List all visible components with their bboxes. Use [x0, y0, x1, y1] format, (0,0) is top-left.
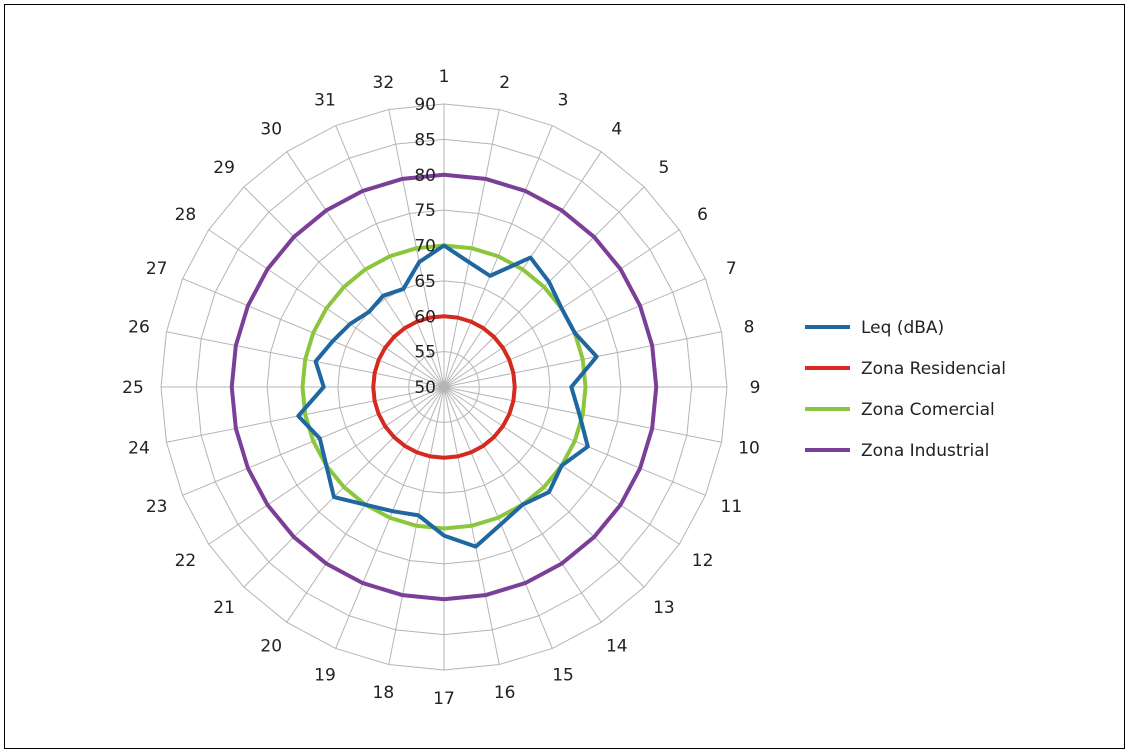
category-label-32: 32 [373, 73, 395, 93]
category-label-23: 23 [146, 497, 168, 517]
tick-label-60: 60 [414, 307, 436, 327]
category-label-13: 13 [653, 598, 675, 618]
tick-labels: 50 55 60 65 70 75 80 85 90 [414, 95, 436, 398]
series-leq-dba [296, 243, 599, 549]
category-label-25: 25 [122, 378, 144, 398]
category-label-31: 31 [314, 91, 336, 111]
category-label-6: 6 [697, 205, 708, 225]
category-label-27: 27 [146, 259, 168, 279]
category-label-21: 21 [213, 598, 235, 618]
tick-label-50: 50 [414, 378, 436, 398]
category-label-10: 10 [738, 439, 760, 459]
category-label-1: 1 [439, 67, 450, 87]
tick-label-65: 65 [414, 272, 436, 292]
category-labels: 1 234567891011121314151617181920212223242… [122, 67, 760, 709]
category-label-20: 20 [260, 637, 282, 657]
grid [160, 103, 728, 671]
category-label-29: 29 [213, 158, 235, 178]
legend-label-zona-residencial: Zona Residencial [861, 359, 1006, 379]
category-label-15: 15 [552, 665, 574, 685]
category-label-2: 2 [499, 73, 510, 93]
tick-label-90: 90 [414, 95, 436, 115]
category-label-30: 30 [260, 119, 282, 139]
tick-label-75: 75 [414, 201, 436, 221]
category-label-7: 7 [726, 259, 737, 279]
category-label-9: 9 [750, 378, 761, 398]
legend: Leq (dBA) Zona Residencial Zona Comercial Z… [805, 318, 1006, 461]
category-label-16: 16 [494, 683, 516, 703]
category-label-19: 19 [314, 665, 336, 685]
category-label-4: 4 [611, 119, 622, 139]
series-zona-industrial [229, 172, 659, 602]
category-label-11: 11 [721, 497, 743, 517]
chart-frame: 50 55 60 65 70 75 80 85 90 1 2 3 4 5 6 7 8 9 10 11 12 13 14 15… [4, 4, 1125, 749]
category-label-22: 22 [175, 551, 197, 571]
category-label-12: 12 [692, 551, 714, 571]
category-label-28: 28 [175, 205, 197, 225]
legend-label-leq-dba: Leq (dBA) [861, 318, 944, 338]
tick-label-80: 80 [414, 166, 436, 186]
category-label-24: 24 [128, 439, 150, 459]
category-label-18: 18 [373, 683, 395, 703]
category-label-26: 26 [128, 317, 150, 337]
category-label-17: 17 [433, 689, 455, 709]
legend-label-zona-comercial: Zona Comercial [861, 400, 995, 420]
legend-label-zona-industrial: Zona Industrial [861, 441, 989, 461]
tick-label-55: 55 [414, 343, 436, 363]
category-label-3: 3 [558, 91, 569, 111]
category-label-8: 8 [744, 317, 755, 337]
category-label-5: 5 [658, 158, 669, 178]
category-label-14: 14 [606, 637, 628, 657]
tick-label-70: 70 [414, 237, 436, 257]
series-layer [229, 172, 659, 602]
tick-label-85: 85 [414, 130, 436, 150]
series-zona-residencial [371, 314, 517, 460]
